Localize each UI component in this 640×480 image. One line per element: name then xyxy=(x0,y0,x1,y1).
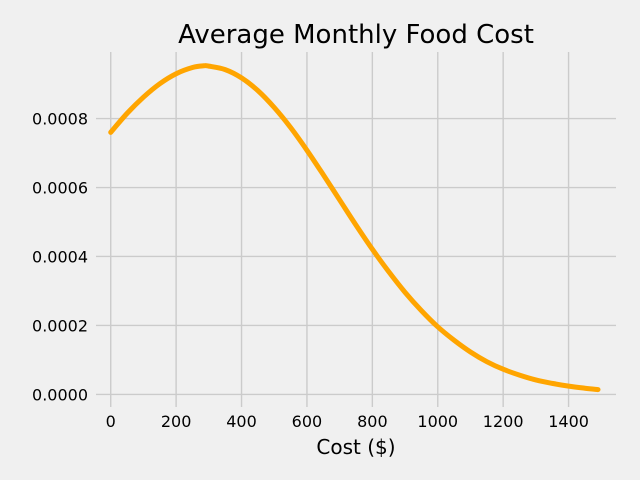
x-tick-label: 200 xyxy=(161,412,192,431)
y-tick-label: 0.0004 xyxy=(32,247,88,266)
y-tick-label: 0.0002 xyxy=(32,316,88,335)
x-tick-label: 800 xyxy=(357,412,388,431)
chart-title: Average Monthly Food Cost xyxy=(178,20,534,50)
x-tick-label: 1200 xyxy=(483,412,524,431)
x-tick-label: 600 xyxy=(292,412,323,431)
x-tick-label: 1000 xyxy=(417,412,458,431)
x-tick-label: 400 xyxy=(226,412,257,431)
grid xyxy=(96,52,616,407)
y-tick-label: 0.0008 xyxy=(32,110,88,129)
series-line xyxy=(108,63,601,393)
y-tick-label: 0.0006 xyxy=(32,179,88,198)
x-tick-label: 1400 xyxy=(548,412,589,431)
x-tick-label: 0 xyxy=(106,412,116,431)
x-axis-ticks: 0 200 400 600 800 1000 1200 1400 xyxy=(106,412,589,431)
series-group xyxy=(108,63,601,393)
y-axis-ticks: 0.0000 0.0002 0.0004 0.0006 0.0008 xyxy=(32,110,88,405)
y-tick-label: 0.0000 xyxy=(32,385,88,404)
x-axis-label: Cost ($) xyxy=(316,435,395,459)
